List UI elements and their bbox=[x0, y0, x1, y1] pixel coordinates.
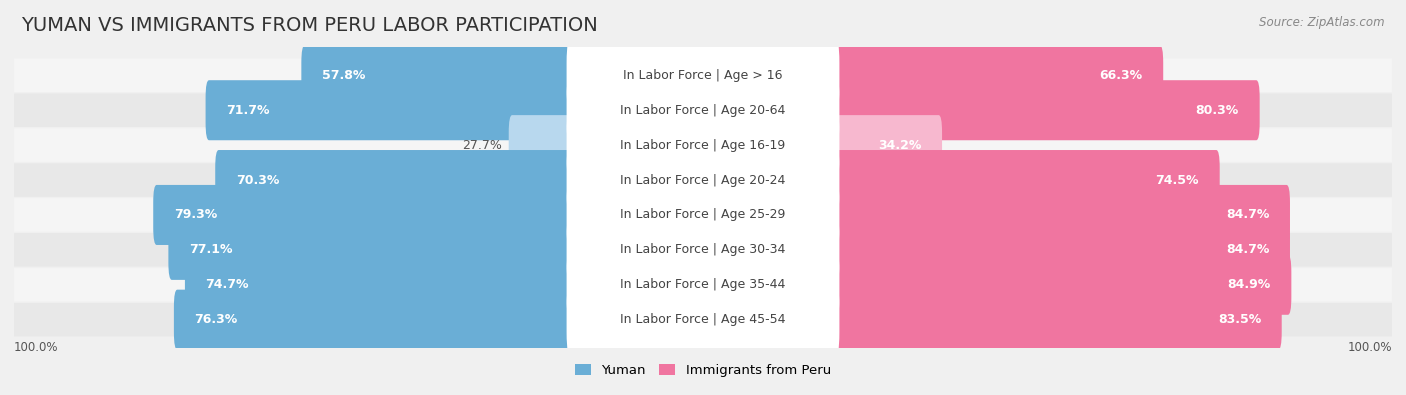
FancyBboxPatch shape bbox=[14, 268, 1392, 301]
FancyBboxPatch shape bbox=[700, 115, 942, 175]
FancyBboxPatch shape bbox=[14, 94, 1392, 127]
FancyBboxPatch shape bbox=[567, 244, 839, 325]
Text: 77.1%: 77.1% bbox=[188, 243, 232, 256]
FancyBboxPatch shape bbox=[700, 185, 1289, 245]
Text: In Labor Force | Age 25-29: In Labor Force | Age 25-29 bbox=[620, 209, 786, 222]
Text: In Labor Force | Age 30-34: In Labor Force | Age 30-34 bbox=[620, 243, 786, 256]
Text: YUMAN VS IMMIGRANTS FROM PERU LABOR PARTICIPATION: YUMAN VS IMMIGRANTS FROM PERU LABOR PART… bbox=[21, 16, 598, 35]
Text: 84.9%: 84.9% bbox=[1227, 278, 1271, 291]
Text: In Labor Force | Age > 16: In Labor Force | Age > 16 bbox=[623, 69, 783, 82]
FancyBboxPatch shape bbox=[14, 58, 1392, 92]
FancyBboxPatch shape bbox=[301, 45, 706, 105]
FancyBboxPatch shape bbox=[14, 163, 1392, 197]
Text: 84.7%: 84.7% bbox=[1226, 209, 1270, 222]
Text: 83.5%: 83.5% bbox=[1218, 313, 1261, 326]
Text: In Labor Force | Age 20-64: In Labor Force | Age 20-64 bbox=[620, 104, 786, 117]
Text: 66.3%: 66.3% bbox=[1099, 69, 1143, 82]
FancyBboxPatch shape bbox=[567, 279, 839, 360]
Text: 57.8%: 57.8% bbox=[322, 69, 366, 82]
Text: 74.5%: 74.5% bbox=[1156, 173, 1199, 186]
Text: 79.3%: 79.3% bbox=[174, 209, 217, 222]
FancyBboxPatch shape bbox=[186, 255, 706, 315]
FancyBboxPatch shape bbox=[174, 290, 706, 350]
Text: 80.3%: 80.3% bbox=[1195, 104, 1239, 117]
FancyBboxPatch shape bbox=[567, 209, 839, 290]
FancyBboxPatch shape bbox=[567, 139, 839, 220]
Legend: Yuman, Immigrants from Peru: Yuman, Immigrants from Peru bbox=[575, 364, 831, 377]
Text: In Labor Force | Age 35-44: In Labor Force | Age 35-44 bbox=[620, 278, 786, 291]
FancyBboxPatch shape bbox=[153, 185, 706, 245]
FancyBboxPatch shape bbox=[14, 198, 1392, 232]
Text: 84.7%: 84.7% bbox=[1226, 243, 1270, 256]
FancyBboxPatch shape bbox=[509, 115, 706, 175]
Text: 74.7%: 74.7% bbox=[205, 278, 249, 291]
Text: In Labor Force | Age 20-24: In Labor Force | Age 20-24 bbox=[620, 173, 786, 186]
Text: Source: ZipAtlas.com: Source: ZipAtlas.com bbox=[1260, 16, 1385, 29]
FancyBboxPatch shape bbox=[700, 220, 1289, 280]
FancyBboxPatch shape bbox=[567, 175, 839, 256]
Text: 100.0%: 100.0% bbox=[1347, 341, 1392, 354]
Text: In Labor Force | Age 45-54: In Labor Force | Age 45-54 bbox=[620, 313, 786, 326]
FancyBboxPatch shape bbox=[169, 220, 706, 280]
Text: 71.7%: 71.7% bbox=[226, 104, 270, 117]
FancyBboxPatch shape bbox=[215, 150, 706, 210]
Text: 100.0%: 100.0% bbox=[14, 341, 59, 354]
FancyBboxPatch shape bbox=[14, 128, 1392, 162]
FancyBboxPatch shape bbox=[205, 80, 706, 140]
FancyBboxPatch shape bbox=[14, 303, 1392, 337]
FancyBboxPatch shape bbox=[700, 80, 1260, 140]
Text: 34.2%: 34.2% bbox=[877, 139, 921, 152]
FancyBboxPatch shape bbox=[567, 70, 839, 151]
FancyBboxPatch shape bbox=[700, 45, 1163, 105]
FancyBboxPatch shape bbox=[14, 233, 1392, 267]
FancyBboxPatch shape bbox=[700, 255, 1291, 315]
Text: 27.7%: 27.7% bbox=[463, 139, 502, 152]
FancyBboxPatch shape bbox=[700, 290, 1282, 350]
FancyBboxPatch shape bbox=[567, 35, 839, 116]
Text: In Labor Force | Age 16-19: In Labor Force | Age 16-19 bbox=[620, 139, 786, 152]
Text: 76.3%: 76.3% bbox=[194, 313, 238, 326]
FancyBboxPatch shape bbox=[700, 150, 1219, 210]
FancyBboxPatch shape bbox=[567, 105, 839, 186]
Text: 70.3%: 70.3% bbox=[236, 173, 280, 186]
